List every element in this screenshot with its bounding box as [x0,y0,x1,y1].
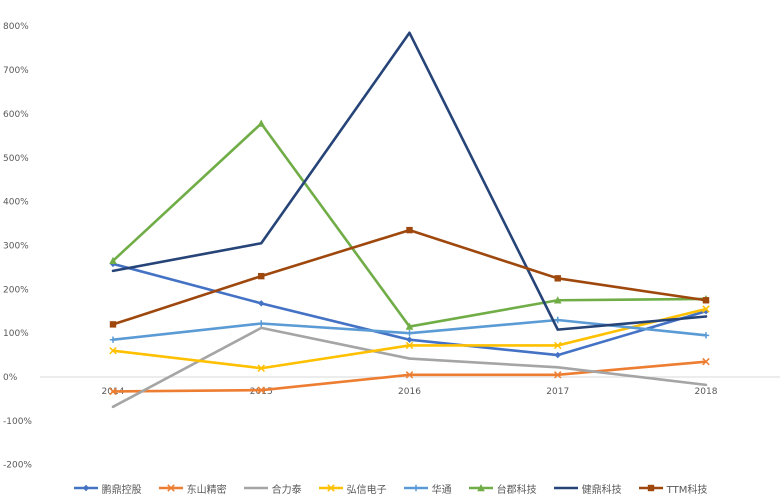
data-point [702,305,710,313]
series-TTM科技 [109,226,710,328]
data-point [647,484,654,492]
legend-label: 华通 [431,484,452,496]
y-tick-label: -200% [3,461,32,471]
y-tick-label: 0% [3,373,18,383]
x-tick-label: 2016 [398,387,421,397]
series-鹏鼎控股 [109,260,710,359]
data-point [554,316,561,324]
legend-item: 合力泰 [243,481,302,496]
legend-item: 鹏鼎控股 [73,481,142,496]
legend-swatch [243,486,268,490]
data-point [405,322,414,330]
data-point [553,296,562,304]
legend-label: TTM科技 [666,484,708,496]
data-point [109,256,117,264]
legend-item: 东山精密 [158,481,227,496]
legend-item: 台郡科技 [468,481,537,496]
y-tick-label: -100% [3,417,32,427]
x-tick-label: 2018 [695,387,718,397]
chart-legend: 鹏鼎控股 东山精密 合力泰 弘信电子 华通 台郡科技 健鼎科技 TTM科技 [0,478,780,498]
data-point [702,357,710,366]
data-point [257,119,266,127]
y-tick-label: 500% [3,154,29,164]
y-tick-label: 800% [3,22,29,32]
y-tick-label: 600% [3,110,29,120]
data-point [406,329,413,337]
legend-swatch [638,484,663,492]
data-point [326,484,335,492]
data-point [109,321,117,328]
data-point [412,484,419,492]
x-tick-label: 2015 [250,387,273,397]
data-point [257,386,265,394]
series-台郡科技 [109,119,710,330]
data-point [554,371,562,379]
data-point [166,484,175,492]
legend-item: 健鼎科技 [553,481,622,496]
series-弘信电子 [109,305,710,372]
legend-item: 弘信电子 [318,481,387,496]
data-point [109,336,117,343]
data-point [109,346,117,355]
data-point [702,297,710,304]
data-point [406,226,413,234]
data-point [258,320,265,327]
y-tick-label: 300% [3,241,29,251]
data-point [109,387,117,396]
data-point [258,272,265,280]
data-point [702,332,710,339]
legend-label: 台郡科技 [496,484,537,496]
legend-swatch [158,484,183,492]
legend-label: 合力泰 [271,484,302,496]
y-tick-label: 700% [3,66,29,76]
series-line [111,228,708,326]
series-东山精密 [109,357,710,396]
legend-label: 鹏鼎控股 [101,484,142,496]
series-合力泰 [111,326,708,409]
data-point [406,336,413,343]
legend-label: 弘信电子 [346,484,387,496]
data-point [554,351,561,359]
x-tick-label: 2017 [546,387,569,397]
series-line [111,31,708,331]
data-point [554,275,561,282]
legend-item: 华通 [403,481,452,496]
legend-swatch [403,484,428,492]
y-tick-label: 200% [3,285,29,295]
data-point [554,341,562,350]
legend-swatch [468,484,493,492]
data-point [257,364,265,372]
data-point [258,300,265,307]
legend-label: 东山精密 [186,484,227,496]
data-point [405,341,414,350]
series-健鼎科技 [111,31,708,331]
data-point [476,484,485,492]
legend-swatch [318,484,343,492]
y-tick-label: 100% [3,329,29,339]
data-point [405,371,414,379]
data-point [82,484,89,492]
legend-swatch [553,486,578,490]
legend-swatch [73,484,98,492]
legend-label: 健鼎科技 [581,484,622,496]
series-line [111,326,708,409]
legend-item: TTM科技 [638,481,708,496]
y-tick-label: 400% [3,198,29,208]
